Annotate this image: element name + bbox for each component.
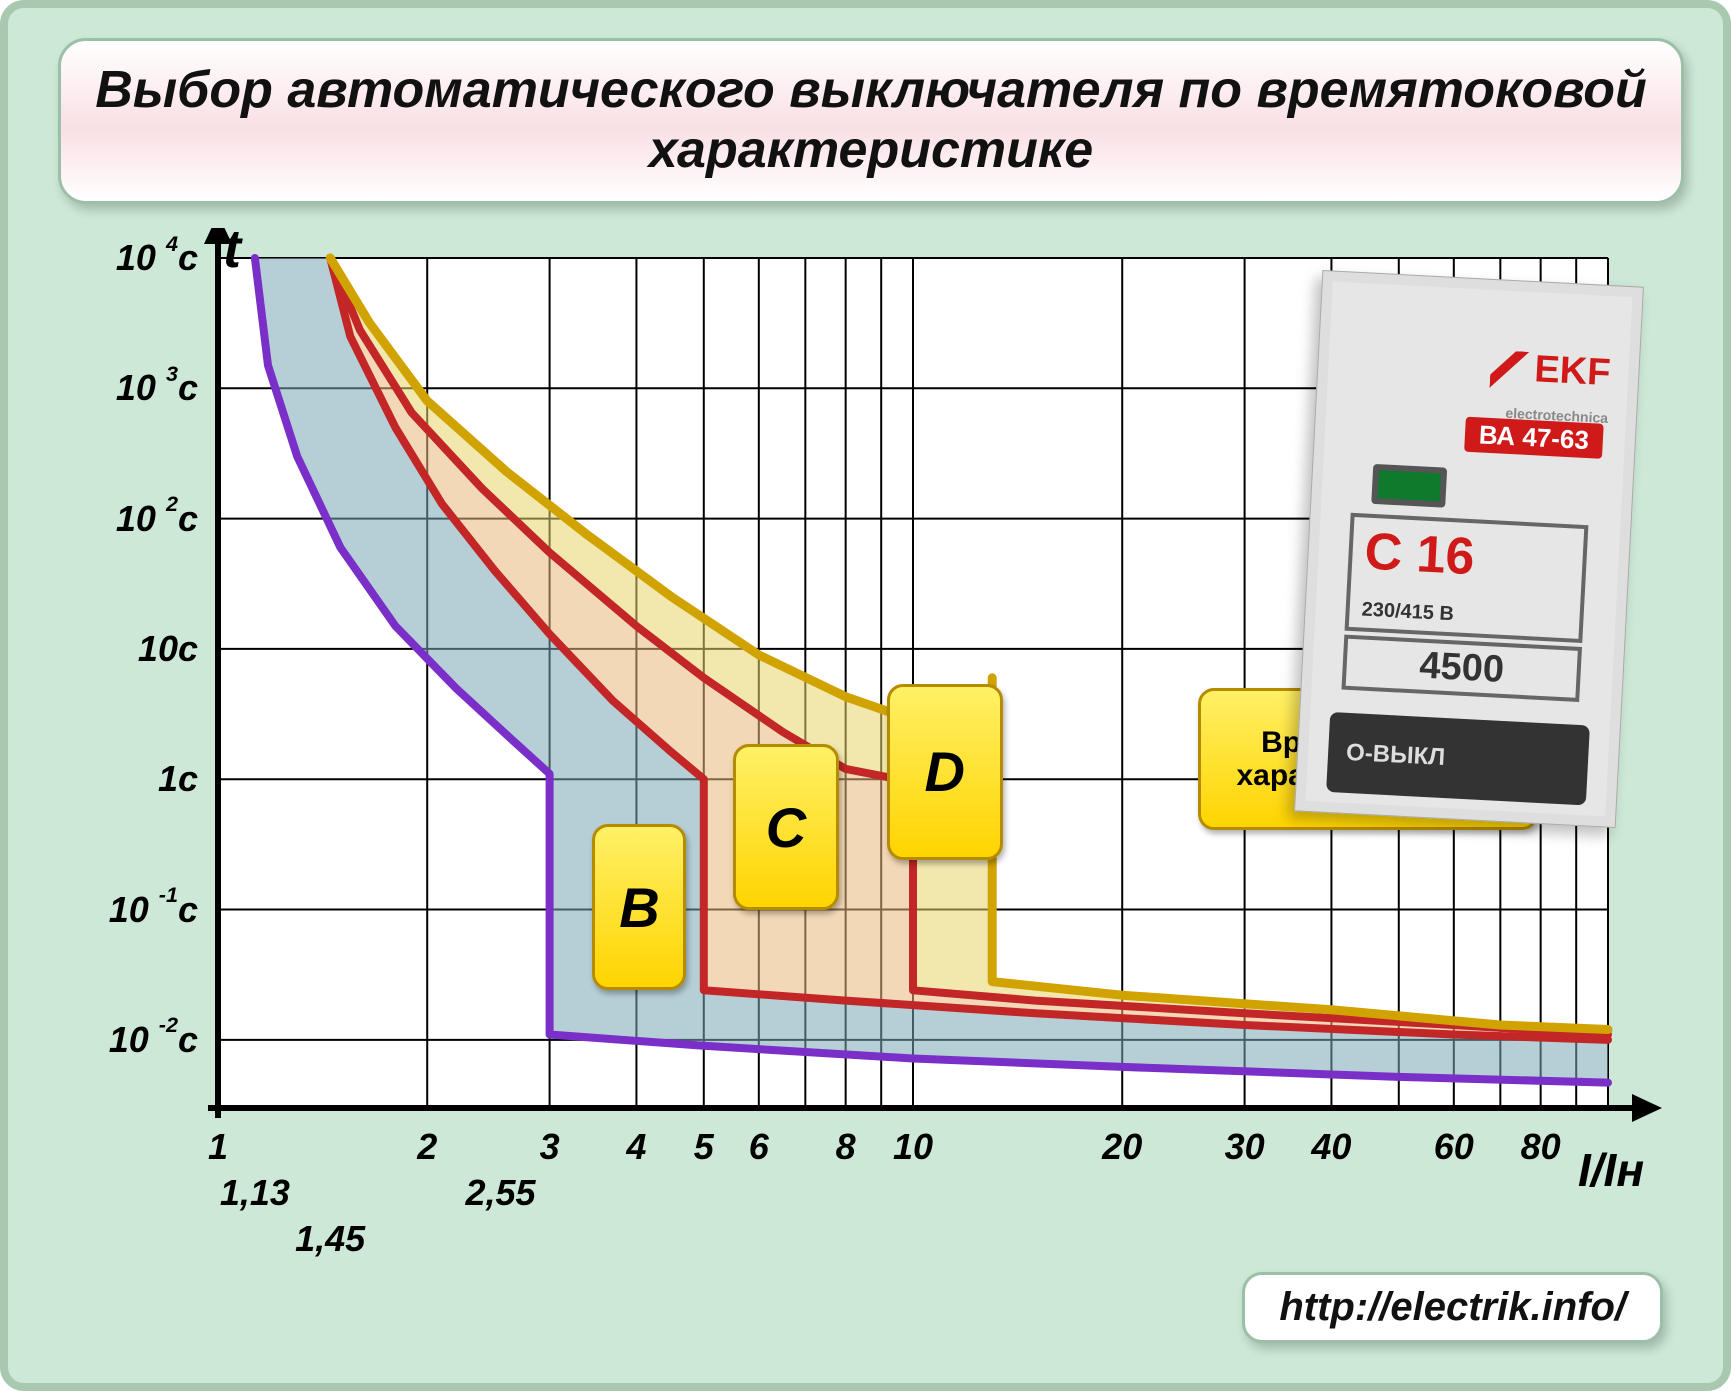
x-tick-label: 60 <box>1434 1126 1474 1168</box>
footer-link[interactable]: http://electrik.info/ <box>1242 1272 1663 1343</box>
breaker-switch: О-ВЫКЛ <box>1326 712 1590 805</box>
breaker-rating: C 16 <box>1363 522 1476 588</box>
breaker-led-icon <box>1371 464 1447 508</box>
x-tick-label: 5 <box>694 1126 714 1168</box>
y-tick-label: 1с <box>68 758 198 800</box>
y-axis-label: t <box>223 218 241 280</box>
x-extra-tick-label: 1,13 <box>220 1172 290 1214</box>
x-tick-label: 20 <box>1102 1126 1142 1168</box>
breaker-voltage: 230/415 В <box>1361 598 1454 626</box>
breaker-model: ВА 47-63 <box>1464 417 1604 459</box>
x-tick-label: 10 <box>893 1126 933 1168</box>
page-title: Выбор автоматического выключателя по вре… <box>61 61 1681 181</box>
title-box: Выбор автоматического выключателя по вре… <box>58 38 1684 204</box>
x-tick-label: 2 <box>417 1126 437 1168</box>
curve-badge-C: C <box>733 744 839 910</box>
x-tick-label: 1 <box>208 1126 228 1168</box>
x-tick-label: 80 <box>1521 1126 1561 1168</box>
x-tick-label: 30 <box>1225 1126 1265 1168</box>
x-tick-label: 8 <box>836 1126 856 1168</box>
brand-text: EKF <box>1533 348 1611 394</box>
breaker-brand: EKF electrotechnica <box>1488 350 1612 428</box>
curve-badge-D: D <box>887 684 1003 860</box>
breaker-face: EKF electrotechnica ВА 47-63 C 16 230/41… <box>1306 282 1633 817</box>
breaker-capacity: 4500 <box>1341 635 1582 702</box>
x-tick-label: 3 <box>540 1126 560 1168</box>
x-tick-label: 4 <box>626 1126 646 1168</box>
page-root: Выбор автоматического выключателя по вре… <box>0 0 1731 1391</box>
brand-logo-icon <box>1489 350 1529 390</box>
breaker-switch-label: О-ВЫКЛ <box>1345 739 1445 772</box>
breaker-rating-box: C 16 230/415 В <box>1345 513 1589 643</box>
y-tick-label: 10 4с <box>68 237 198 279</box>
breaker-photo: EKF electrotechnica ВА 47-63 C 16 230/41… <box>1294 270 1644 828</box>
y-tick-label: 10 3с <box>68 367 198 409</box>
y-tick-label: 10 -2с <box>68 1019 198 1061</box>
y-tick-label: 10 2с <box>68 498 198 540</box>
y-tick-label: 10 -1с <box>68 889 198 931</box>
y-tick-label: 10с <box>68 628 198 670</box>
x-tick-label: 6 <box>749 1126 769 1168</box>
x-tick-label: 40 <box>1311 1126 1351 1168</box>
x-extra-tick-label: 1,45 <box>295 1218 365 1260</box>
x-axis-label: I/Iн <box>1578 1143 1644 1197</box>
x-extra-tick-label: 2,55 <box>465 1172 535 1214</box>
curve-badge-B: B <box>592 824 686 990</box>
